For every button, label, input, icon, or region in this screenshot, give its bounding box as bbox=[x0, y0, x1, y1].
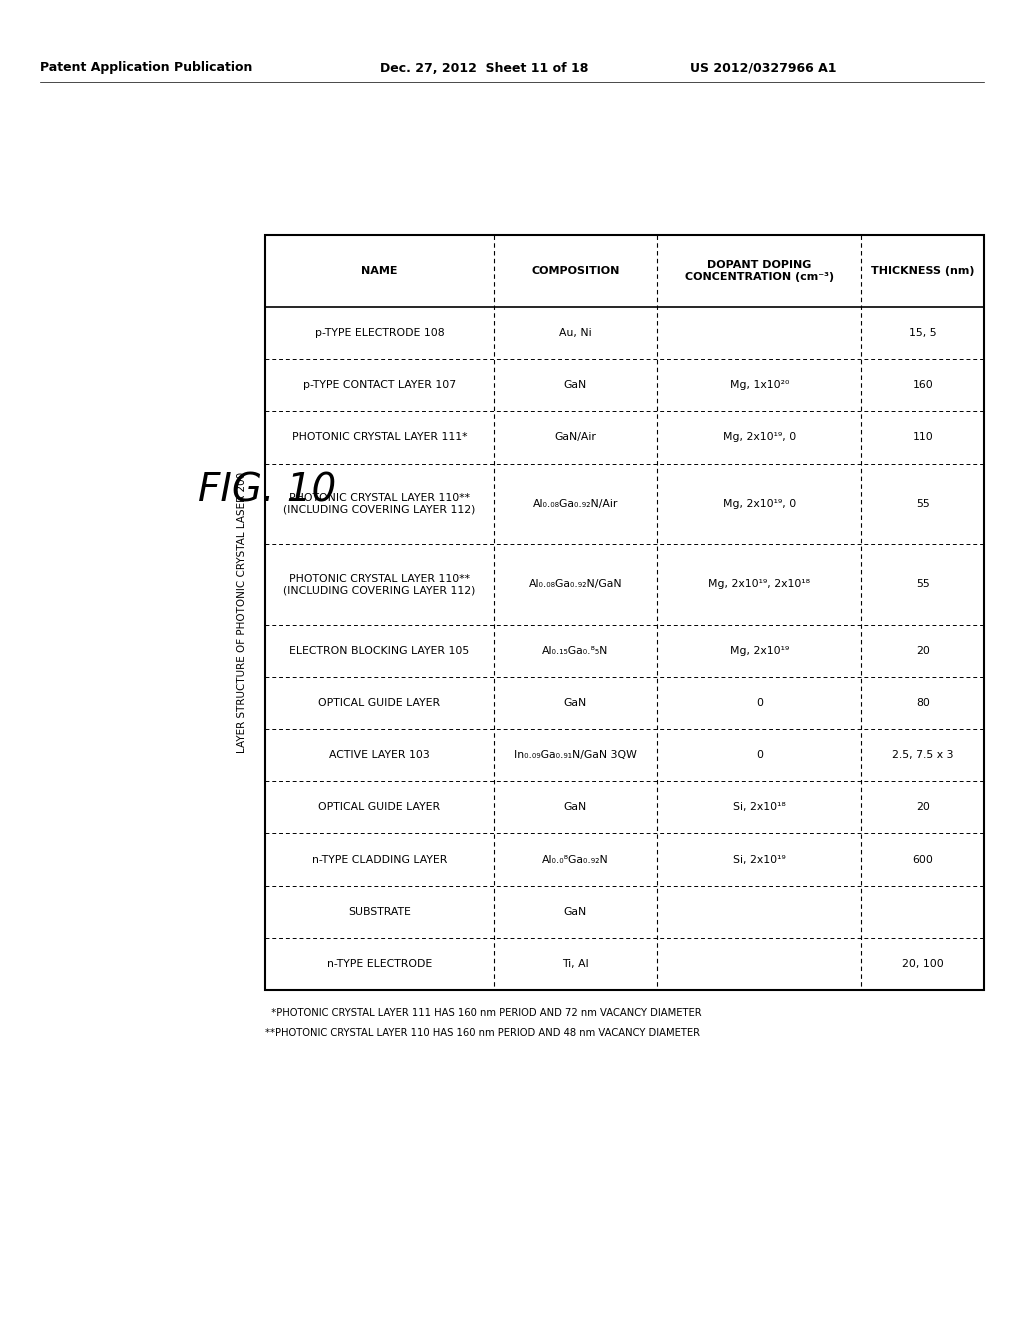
Text: LAYER STRUCTURE OF PHOTONIC CRYSTAL LASER 200: LAYER STRUCTURE OF PHOTONIC CRYSTAL LASE… bbox=[237, 473, 247, 754]
Text: p-TYPE CONTACT LAYER 107: p-TYPE CONTACT LAYER 107 bbox=[303, 380, 456, 391]
Text: p-TYPE ELECTRODE 108: p-TYPE ELECTRODE 108 bbox=[314, 329, 444, 338]
Text: THICKNESS (nm): THICKNESS (nm) bbox=[871, 267, 975, 276]
Text: 20, 100: 20, 100 bbox=[902, 958, 943, 969]
Text: Al₀.₀₈Ga₀.₉₂N/Air: Al₀.₀₈Ga₀.₉₂N/Air bbox=[532, 499, 618, 508]
Text: Dec. 27, 2012  Sheet 11 of 18: Dec. 27, 2012 Sheet 11 of 18 bbox=[380, 62, 589, 74]
Text: **PHOTONIC CRYSTAL LAYER 110 HAS 160 nm PERIOD AND 48 nm VACANCY DIAMETER: **PHOTONIC CRYSTAL LAYER 110 HAS 160 nm … bbox=[265, 1028, 700, 1038]
Text: 160: 160 bbox=[912, 380, 933, 391]
Text: In₀.₀₉Ga₀.₉₁N/GaN 3QW: In₀.₀₉Ga₀.₉₁N/GaN 3QW bbox=[514, 750, 637, 760]
Text: ACTIVE LAYER 103: ACTIVE LAYER 103 bbox=[329, 750, 430, 760]
Text: 15, 5: 15, 5 bbox=[909, 329, 937, 338]
Text: Al₀.₁₅Ga₀.⁸₅N: Al₀.₁₅Ga₀.⁸₅N bbox=[543, 645, 608, 656]
Text: Au, Ni: Au, Ni bbox=[559, 329, 592, 338]
Text: PHOTONIC CRYSTAL LAYER 110**
(INCLUDING COVERING LAYER 112): PHOTONIC CRYSTAL LAYER 110** (INCLUDING … bbox=[284, 494, 475, 515]
Text: NAME: NAME bbox=[361, 267, 397, 276]
Text: PHOTONIC CRYSTAL LAYER 111*: PHOTONIC CRYSTAL LAYER 111* bbox=[292, 433, 467, 442]
Text: Mg, 1x10²⁰: Mg, 1x10²⁰ bbox=[730, 380, 790, 391]
Text: OPTICAL GUIDE LAYER: OPTICAL GUIDE LAYER bbox=[318, 803, 440, 812]
Text: COMPOSITION: COMPOSITION bbox=[531, 267, 620, 276]
Text: FIG. 10: FIG. 10 bbox=[198, 471, 336, 510]
Text: GaN: GaN bbox=[564, 803, 587, 812]
Text: Al₀.₀₈Ga₀.₉₂N/GaN: Al₀.₀₈Ga₀.₉₂N/GaN bbox=[528, 579, 623, 590]
Text: ELECTRON BLOCKING LAYER 105: ELECTRON BLOCKING LAYER 105 bbox=[289, 645, 470, 656]
Text: GaN: GaN bbox=[564, 698, 587, 708]
Text: GaN/Air: GaN/Air bbox=[555, 433, 596, 442]
Text: PHOTONIC CRYSTAL LAYER 110**
(INCLUDING COVERING LAYER 112): PHOTONIC CRYSTAL LAYER 110** (INCLUDING … bbox=[284, 574, 475, 595]
Text: 55: 55 bbox=[915, 579, 930, 590]
Text: US 2012/0327966 A1: US 2012/0327966 A1 bbox=[690, 62, 837, 74]
Text: Si, 2x10¹⁸: Si, 2x10¹⁸ bbox=[733, 803, 785, 812]
Text: 55: 55 bbox=[915, 499, 930, 508]
Text: Mg, 2x10¹⁹, 0: Mg, 2x10¹⁹, 0 bbox=[723, 499, 796, 508]
Text: SUBSTRATE: SUBSTRATE bbox=[348, 907, 411, 916]
Text: 110: 110 bbox=[912, 433, 933, 442]
Text: Mg, 2x10¹⁹, 0: Mg, 2x10¹⁹, 0 bbox=[723, 433, 796, 442]
Text: DOPANT DOPING
CONCENTRATION (cm⁻³): DOPANT DOPING CONCENTRATION (cm⁻³) bbox=[685, 260, 834, 281]
Text: n-TYPE CLADDING LAYER: n-TYPE CLADDING LAYER bbox=[311, 854, 447, 865]
Text: n-TYPE ELECTRODE: n-TYPE ELECTRODE bbox=[327, 958, 432, 969]
Text: Al₀.₀⁸Ga₀.₉₂N: Al₀.₀⁸Ga₀.₉₂N bbox=[542, 854, 609, 865]
Text: Si, 2x10¹⁹: Si, 2x10¹⁹ bbox=[733, 854, 785, 865]
Text: GaN: GaN bbox=[564, 380, 587, 391]
Text: 20: 20 bbox=[915, 803, 930, 812]
Text: 600: 600 bbox=[912, 854, 933, 865]
Text: Mg, 2x10¹⁹, 2x10¹⁸: Mg, 2x10¹⁹, 2x10¹⁸ bbox=[709, 579, 810, 590]
Text: 0: 0 bbox=[756, 698, 763, 708]
Text: 20: 20 bbox=[915, 645, 930, 656]
Bar bbox=[265, 235, 984, 990]
Text: Patent Application Publication: Patent Application Publication bbox=[40, 62, 252, 74]
Text: *PHOTONIC CRYSTAL LAYER 111 HAS 160 nm PERIOD AND 72 nm VACANCY DIAMETER: *PHOTONIC CRYSTAL LAYER 111 HAS 160 nm P… bbox=[265, 1008, 701, 1018]
Text: 0: 0 bbox=[756, 750, 763, 760]
Text: 80: 80 bbox=[915, 698, 930, 708]
Text: Mg, 2x10¹⁹: Mg, 2x10¹⁹ bbox=[730, 645, 788, 656]
Text: OPTICAL GUIDE LAYER: OPTICAL GUIDE LAYER bbox=[318, 698, 440, 708]
Text: Ti, Al: Ti, Al bbox=[562, 958, 589, 969]
Text: GaN: GaN bbox=[564, 907, 587, 916]
Text: 2.5, 7.5 x 3: 2.5, 7.5 x 3 bbox=[892, 750, 953, 760]
